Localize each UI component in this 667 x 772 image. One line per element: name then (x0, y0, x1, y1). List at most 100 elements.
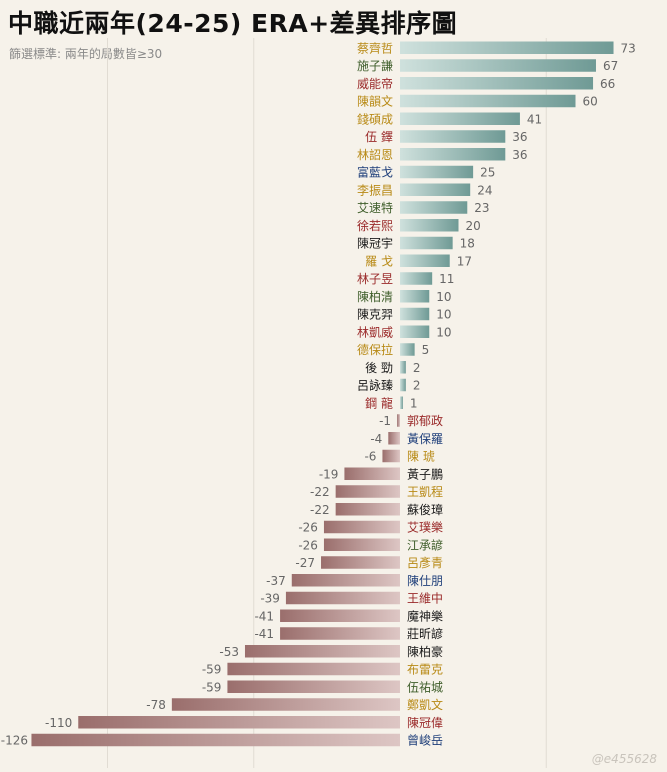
player-name-label: 布雷克 (407, 663, 443, 677)
bar-row: 陳韻文 60 (357, 94, 598, 109)
bar-row: 陳仕朋 -37 (266, 574, 443, 588)
bar-row: 布雷克 -59 (202, 663, 443, 677)
bar (400, 343, 415, 356)
value-label: 20 (466, 219, 481, 233)
bar-row: 伍祐城 -59 (202, 680, 443, 694)
bar (244, 645, 400, 658)
bar-row: 德保拉 5 (357, 342, 429, 357)
value-label: 10 (436, 290, 451, 304)
bar-row: 王凱程 -22 (310, 484, 443, 499)
bar-row: 呂彥青 -27 (295, 555, 443, 570)
player-name-label: 王凱程 (407, 484, 443, 499)
player-name-label: 陳柏豪 (407, 644, 443, 659)
value-label: 2 (413, 361, 421, 375)
bar (400, 219, 459, 232)
value-label: 24 (477, 183, 492, 197)
player-name-label: 羅 戈 (365, 254, 393, 268)
bar-row: 後 勁 2 (365, 361, 420, 375)
chart-title: 中職近兩年(24-25) ERA+差異排序圖 (8, 9, 458, 38)
bar (400, 201, 468, 214)
bar (285, 591, 400, 605)
bar-row: 黃保羅 -4 (370, 432, 443, 446)
bar (400, 148, 506, 161)
bar (227, 680, 400, 693)
bar (291, 574, 400, 587)
bar-row: 陳冠宇 18 (357, 237, 475, 251)
bar-row: 伍 鐸 36 (365, 129, 527, 144)
bar-row: 陳柏清 10 (357, 289, 452, 304)
player-name-label: 黃子鵬 (407, 467, 443, 481)
bar (400, 325, 430, 338)
player-name-label: 艾速特 (357, 200, 393, 215)
bar (280, 609, 400, 622)
player-name-label: 施子謙 (357, 59, 393, 73)
player-name-label: 魔神樂 (407, 608, 443, 623)
player-name-label: 陳柏清 (357, 289, 393, 304)
value-label: 23 (474, 201, 489, 215)
value-label: -126 (1, 734, 28, 748)
bar (400, 130, 506, 143)
watermark: @e455628 (591, 752, 657, 766)
bar (280, 627, 400, 640)
bar (400, 254, 450, 267)
bar (400, 378, 406, 392)
value-label: -26 (298, 521, 318, 535)
value-label: -78 (146, 698, 166, 712)
player-name-label: 威能帝 (357, 76, 393, 91)
value-label: 41 (527, 112, 542, 126)
player-name-label: 鄭凱文 (407, 697, 443, 712)
grid-lines (107, 38, 547, 768)
player-name-label: 呂彥青 (407, 555, 443, 570)
bar-row: 李振昌 24 (357, 182, 492, 197)
bar-row: 郭郁政 -1 (379, 413, 443, 428)
bar (78, 716, 400, 729)
value-label: -6 (364, 450, 376, 464)
player-name-label: 陳冠偉 (407, 716, 443, 730)
bar-row: 林凱威 10 (357, 325, 452, 339)
bar (400, 77, 594, 90)
value-label: 11 (439, 272, 454, 286)
value-label: -110 (45, 716, 72, 730)
value-label: 10 (436, 308, 451, 322)
bar-row: 富藍戈 25 (357, 165, 495, 180)
bar (171, 698, 400, 711)
bar (400, 41, 614, 54)
bar-row: 威能帝 66 (357, 76, 615, 91)
bar-row: 錢碩成 41 (357, 111, 542, 126)
bar-row: 江承諺 -26 (298, 537, 443, 552)
value-label: -1 (379, 414, 391, 428)
bar (400, 396, 403, 409)
value-label: 36 (512, 148, 527, 162)
player-name-label: 蔡齊哲 (357, 41, 393, 55)
bar-row: 徐若熙 20 (357, 218, 481, 233)
bar-row: 黃子鵬 -19 (319, 467, 443, 481)
value-label: 17 (457, 254, 472, 268)
value-label: 60 (583, 95, 598, 109)
bar-row: 陳柏豪 -53 (219, 644, 443, 659)
bar-row: 蔡齊哲 73 (357, 41, 636, 55)
bar (400, 94, 576, 108)
bar-row: 魔神樂 -41 (254, 608, 443, 623)
player-name-label: 伍祐城 (407, 680, 443, 694)
value-label: 25 (480, 166, 495, 180)
player-name-label: 李振昌 (357, 182, 393, 197)
value-label: 1 (410, 396, 418, 410)
value-label: -41 (254, 609, 274, 623)
player-name-label: 艾璞樂 (407, 520, 443, 535)
bar (335, 485, 400, 498)
value-label: -53 (219, 645, 239, 659)
bar (400, 112, 520, 125)
player-name-label: 王維中 (407, 591, 443, 606)
bar (400, 236, 453, 250)
bar-row: 林詔恩 36 (357, 147, 528, 162)
value-label: 18 (460, 237, 475, 251)
bar (400, 272, 433, 285)
value-label: -4 (370, 432, 382, 446)
player-name-label: 林凱威 (357, 325, 393, 339)
player-name-label: 江承諺 (407, 537, 443, 552)
value-label: -37 (266, 574, 286, 588)
bar-row: 蘇俊璋 -22 (310, 502, 443, 517)
bar-row: 林子昱 11 (357, 272, 454, 286)
value-label: -39 (260, 592, 280, 606)
player-name-label: 徐若熙 (357, 218, 393, 233)
